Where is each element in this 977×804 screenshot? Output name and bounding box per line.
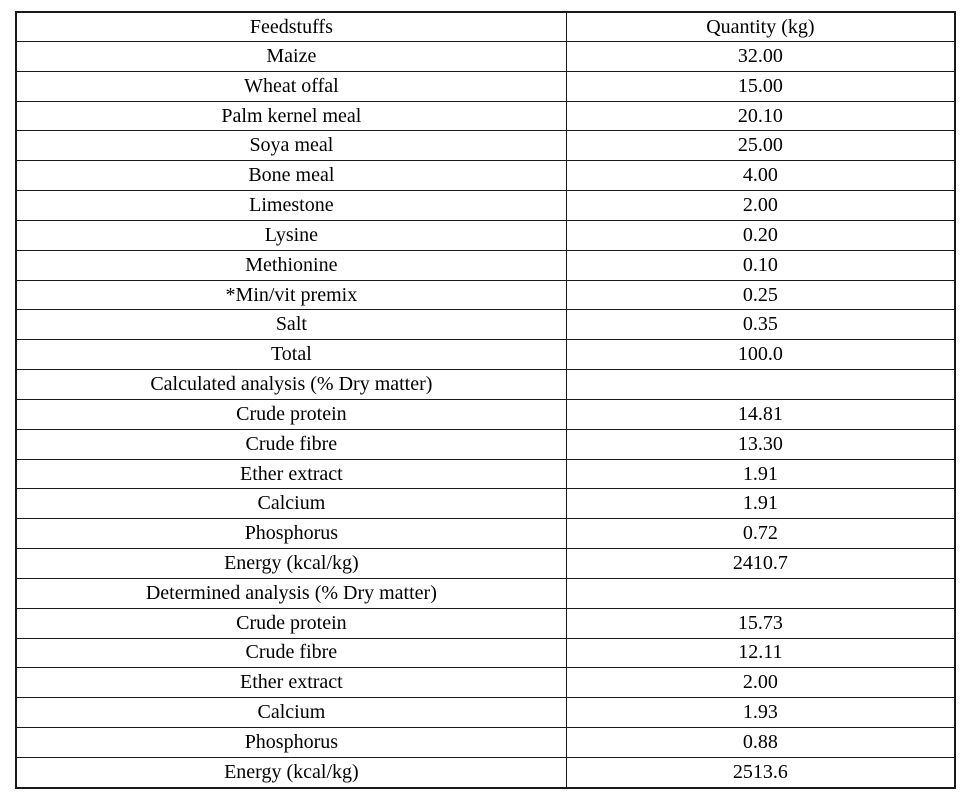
table-row: Limestone 2.00	[15, 190, 956, 221]
quantity-cell: 2513.6	[565, 756, 956, 789]
quantity-column-header: Quantity (kg)	[565, 11, 956, 42]
quantity-cell: 4.00	[565, 160, 956, 192]
feedstuff-cell: Crude fibre	[15, 637, 567, 669]
quantity-cell: 2.00	[565, 667, 956, 699]
feedstuff-cell: Phosphorus	[15, 727, 567, 758]
table-row-total: Total 100.0	[15, 339, 956, 371]
table-row: Energy (kcal/kg) 2410.7	[15, 548, 956, 579]
quantity-cell: 1.91	[565, 458, 956, 490]
table-row: *Min/vit premix 0.25	[15, 279, 956, 311]
feedstuffs-column-header: Feedstuffs	[15, 11, 567, 42]
quantity-cell: 20.10	[565, 100, 956, 132]
feedstuff-cell: Energy (kcal/kg)	[15, 756, 567, 789]
section-label-cell: Calculated analysis (% Dry matter)	[15, 369, 567, 400]
table-row: Salt 0.35	[15, 309, 956, 341]
table-row: Palm kernel meal 20.10	[15, 100, 956, 132]
feedstuff-cell: Lysine	[15, 219, 567, 251]
feedstuff-cell: Limestone	[15, 190, 567, 221]
quantity-cell: 15.00	[565, 70, 956, 102]
table-row: Calcium 1.91	[15, 488, 956, 520]
feedstuff-cell: Phosphorus	[15, 518, 567, 550]
table-row: Wheat offal 15.00	[15, 70, 956, 102]
table-row: Crude fibre 12.11	[15, 637, 956, 669]
table-row: Crude protein 14.81	[15, 398, 956, 430]
quantity-cell: 0.20	[565, 219, 956, 251]
table-row: Ether extract 1.91	[15, 458, 956, 490]
table-row: Soya meal 25.00	[15, 130, 956, 162]
feedstuff-cell: Crude protein	[15, 398, 567, 430]
feedstuff-cell: Ether extract	[15, 458, 567, 490]
feedstuff-cell: Ether extract	[15, 667, 567, 699]
quantity-cell: 2410.7	[565, 548, 956, 579]
feedstuff-cell: Methionine	[15, 249, 567, 281]
quantity-cell	[565, 369, 956, 400]
feedstuff-cell: Maize	[15, 41, 567, 72]
feedstuff-cell: Palm kernel meal	[15, 100, 567, 132]
quantity-cell: 13.30	[565, 428, 956, 460]
quantity-cell: 12.11	[565, 637, 956, 669]
feedstuff-cell: Wheat offal	[15, 70, 567, 102]
table-row: Crude fibre 13.30	[15, 428, 956, 460]
quantity-cell: 0.72	[565, 518, 956, 550]
table-section-row-calculated-analysis: Calculated analysis (% Dry matter)	[15, 369, 956, 400]
table-row: Energy (kcal/kg) 2513.6	[15, 756, 956, 789]
feedstuff-cell: Crude protein	[15, 607, 567, 639]
feed-formulation-table: Feedstuffs Quantity (kg) Maize 32.00 Whe…	[15, 11, 956, 789]
feedstuff-cell: Bone meal	[15, 160, 567, 192]
quantity-cell: 100.0	[565, 339, 956, 371]
quantity-cell: 0.10	[565, 249, 956, 281]
feedstuff-cell: Energy (kcal/kg)	[15, 548, 567, 579]
quantity-cell: 0.88	[565, 727, 956, 758]
table-section-row-determined-analysis: Determined analysis (% Dry matter)	[15, 577, 956, 609]
table-header-row: Feedstuffs Quantity (kg)	[15, 11, 956, 42]
table-row: Bone meal 4.00	[15, 160, 956, 192]
quantity-cell: 1.93	[565, 697, 956, 729]
quantity-cell: 0.25	[565, 279, 956, 311]
table-row: Calcium 1.93	[15, 697, 956, 729]
section-label-cell: Determined analysis (% Dry matter)	[15, 577, 567, 609]
table-row: Lysine 0.20	[15, 219, 956, 251]
table-row: Phosphorus 0.88	[15, 727, 956, 758]
feedstuff-cell: Salt	[15, 309, 567, 341]
feedstuff-cell: Total	[15, 339, 567, 371]
quantity-cell: 32.00	[565, 41, 956, 72]
quantity-cell: 2.00	[565, 190, 956, 221]
table-row: Maize 32.00	[15, 41, 956, 72]
table-row: Ether extract 2.00	[15, 667, 956, 699]
feedstuff-cell: Crude fibre	[15, 428, 567, 460]
quantity-cell	[565, 577, 956, 609]
quantity-cell: 25.00	[565, 130, 956, 162]
quantity-cell: 1.91	[565, 488, 956, 520]
feedstuff-cell: *Min/vit premix	[15, 279, 567, 311]
table-row: Phosphorus 0.72	[15, 518, 956, 550]
quantity-cell: 0.35	[565, 309, 956, 341]
feedstuff-cell: Calcium	[15, 488, 567, 520]
feedstuff-cell: Soya meal	[15, 130, 567, 162]
quantity-cell: 14.81	[565, 398, 956, 430]
table-row: Crude protein 15.73	[15, 607, 956, 639]
quantity-cell: 15.73	[565, 607, 956, 639]
table-row: Methionine 0.10	[15, 249, 956, 281]
feedstuff-cell: Calcium	[15, 697, 567, 729]
